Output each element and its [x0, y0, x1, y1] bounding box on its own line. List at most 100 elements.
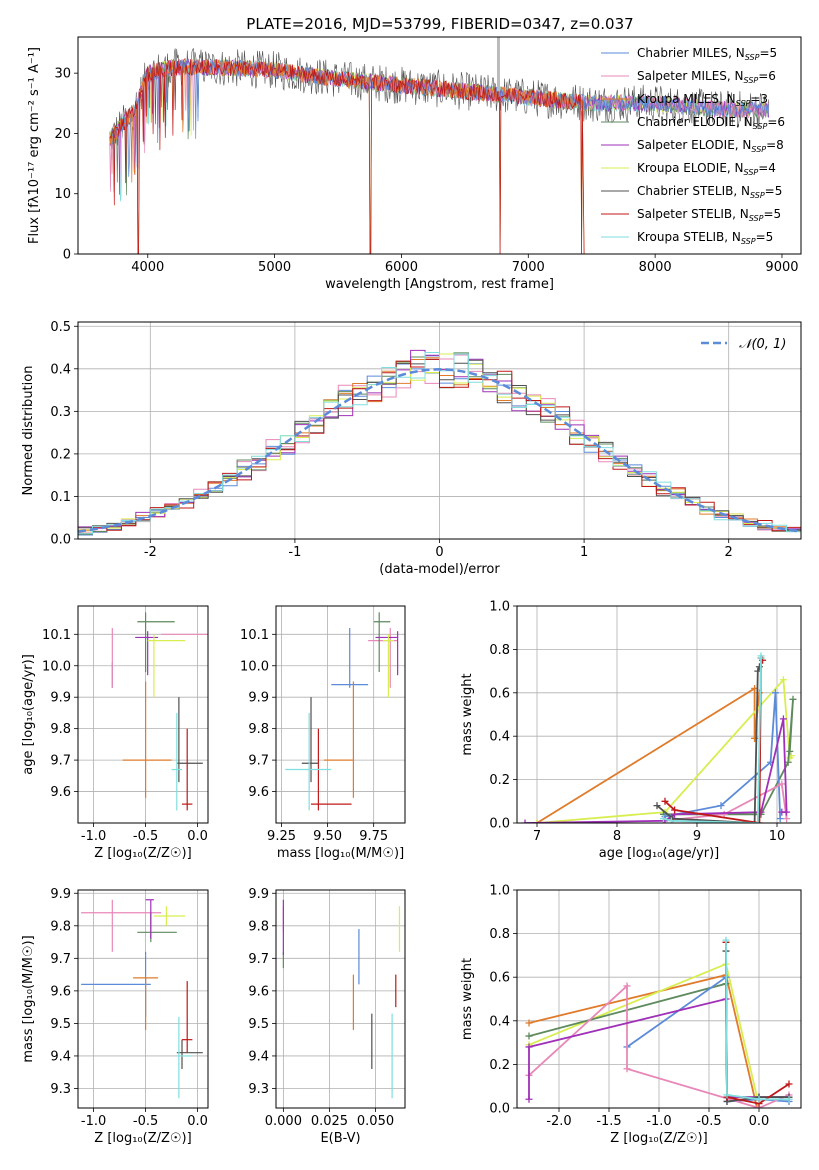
errorbar-point: [323, 681, 354, 798]
y-tick-label: 9.5: [248, 1017, 269, 1032]
x-axis-label: age [log₁₀(age/yr)]: [599, 846, 720, 861]
data-point: [659, 815, 667, 823]
x-tick-label: 4000: [131, 260, 164, 275]
legend-item: Kroupa ELODIE, NSSP=4: [601, 161, 776, 177]
panel-weight-vs-age: 7 8 9 10 0.0 0.2 0.4 0.6 0.8 1.0 age [log₁₀(age/yr…: [460, 600, 802, 861]
legend-item: Chabrier MILES, NSSP=5: [601, 46, 777, 62]
series-line: [725, 950, 789, 1103]
legend-item: Chabrier STELIB, NSSP=5: [601, 184, 782, 200]
x-tick-label: -0.5: [696, 1114, 721, 1129]
y-tick-label: 9.9: [50, 887, 71, 902]
legend-subscript: SSP: [736, 99, 751, 108]
y-tick-label: 9.3: [248, 1082, 269, 1097]
data-point: [779, 676, 787, 684]
x-tick-label: -1: [288, 545, 301, 560]
legend-item: Salpeter STELIB, NSSP=5: [601, 207, 781, 223]
legend-label: Kroupa MILES, NSSP=3: [637, 92, 768, 108]
legend-subscript: SSP: [744, 168, 759, 177]
errorbar-point: [111, 628, 208, 688]
errorbar-point: [81, 951, 151, 1017]
x-tick-label: -1.0: [81, 829, 106, 844]
errorbar-point: [133, 977, 159, 1030]
y-tick-label: 0.2: [489, 1058, 510, 1073]
x-axis-label: (data-model)/error: [379, 562, 500, 577]
y-tick-label: 0: [63, 248, 71, 263]
x-tick-label: 7000: [512, 260, 545, 275]
y-tick-label: 9.8: [248, 919, 269, 934]
plot-area: [78, 349, 801, 536]
errorbar-point: [135, 631, 159, 676]
x-tick-label: 0.000: [265, 1114, 302, 1129]
data-point: [525, 1043, 533, 1051]
legend-label: Kroupa STELIB, NSSP=5: [637, 230, 773, 246]
series-line: [664, 692, 782, 819]
x-tick-label: 5000: [258, 260, 291, 275]
legend-item: Kroupa MILES, NSSP=3: [601, 92, 768, 108]
legend-subscript: SSP: [750, 191, 765, 200]
legend-label: 𝒩(0, 1): [739, 337, 786, 352]
series-line: [725, 940, 789, 1101]
plot-area: [111, 612, 208, 811]
errorbar-point: [375, 631, 399, 676]
series-line: [626, 975, 790, 1103]
x-tick-label: -1.5: [596, 1114, 621, 1129]
plot-area: [285, 612, 399, 811]
data-point: [778, 808, 786, 816]
data-point: [785, 1095, 793, 1103]
plot-area: [109, 37, 770, 254]
y-tick-label: 0.4: [489, 1014, 510, 1029]
y-tick-label: 9.8: [248, 722, 269, 737]
x-tick-label: 0.050: [357, 1114, 394, 1129]
y-tick-label: 0.2: [50, 447, 71, 462]
data-point: [525, 1095, 533, 1103]
y-tick-label: 0.4: [50, 362, 71, 377]
x-tick-label: -0.5: [133, 829, 158, 844]
legend-name: Salpeter STELIB, N: [637, 207, 749, 221]
axes-frame: [275, 605, 406, 824]
legend-subscript: SSP: [745, 53, 760, 62]
data-point: [778, 780, 786, 788]
errorbar-point: [137, 612, 175, 673]
axes-frame: [275, 889, 406, 1109]
x-tick-label: 7: [533, 829, 541, 844]
y-tick-label: 0.8: [489, 927, 510, 942]
y-tick-label: 10.1: [42, 628, 71, 643]
data-point: [720, 810, 728, 818]
x-axis-label: wavelength [Angstrom, rest frame]: [325, 277, 554, 292]
y-tick-label: 0.0: [50, 533, 71, 548]
panel-mass-vs-z: -1.0 -0.5 0.0 9.3 9.4 9.5 9.6 9.7 9.8 9.9 Z [log₁₀…: [21, 887, 209, 1146]
data-point: [521, 819, 529, 823]
y-tick-label: 0.0: [489, 817, 510, 832]
legend-suffix: =8: [766, 138, 784, 152]
legend-suffix: =5: [759, 46, 777, 60]
axes-frame: [77, 889, 209, 1109]
series-line: [109, 58, 770, 192]
legend-item: Kroupa STELIB, NSSP=5: [601, 230, 773, 246]
plot-area: [525, 936, 793, 1108]
data-point: [786, 747, 794, 755]
x-axis-label: Z [log₁₀(Z/Z☉)]: [94, 846, 191, 861]
legend-suffix: =5: [756, 230, 774, 244]
figure-title: PLATE=2016, MJD=53799, FIBERID=0347, z=0…: [246, 15, 633, 33]
y-tick-label: 0.6: [489, 971, 510, 986]
data-point: [753, 1104, 761, 1108]
series-line: [664, 655, 764, 823]
axes-frame: [77, 321, 802, 540]
y-tick-label: 9.7: [248, 754, 269, 769]
errorbar-point: [176, 1039, 203, 1069]
data-point: [717, 802, 725, 810]
data-point: [783, 815, 791, 823]
legend-subscript: SSP: [741, 237, 756, 246]
legend-label: Salpeter ELODIE, NSSP=8: [637, 138, 784, 154]
legend-label: Chabrier ELODIE, NSSP=6: [637, 115, 785, 131]
errorbar-point: [147, 634, 186, 698]
data-point: [755, 663, 763, 671]
y-tick-label: 9.4: [50, 1049, 71, 1064]
series-line: [528, 973, 758, 1108]
legend-subscript: SSP: [749, 214, 764, 223]
data-point: [525, 1019, 533, 1027]
y-tick-label: 9.9: [248, 887, 269, 902]
y-axis-label: Normed distribution: [21, 366, 36, 496]
legend-subscript: SSP: [753, 122, 768, 131]
